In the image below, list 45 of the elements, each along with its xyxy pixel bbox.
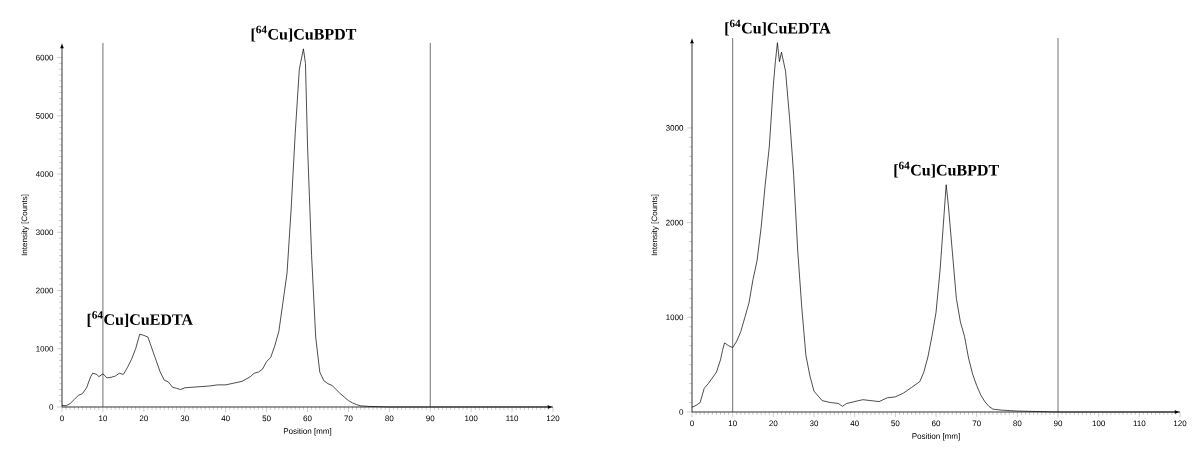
x-tick-label: 20 [139,415,148,422]
y-tick-label: 1000 [666,314,684,321]
x-axis-title: Position [mm] [912,433,960,441]
y-tick-label: 3000 [665,125,684,131]
x-tick-label: 110 [506,415,519,422]
x-tick-label: 90 [1053,420,1063,427]
x-tick-label: 0 [690,420,694,427]
y-tick-label: 4000 [35,171,54,177]
x-tick-label: 20 [769,420,778,427]
x-tick-label: 80 [1013,420,1022,427]
x-axis-title: Position [mm] [283,428,332,436]
x-tick-label: 10 [99,415,108,422]
x-tick-label: 100 [1092,420,1106,427]
x-tick-label: 70 [972,420,981,427]
y-tick-label: 6000 [36,54,54,61]
x-tick-label: 70 [344,415,353,422]
x-tick-label: 100 [465,415,478,422]
x-tick-label: 30 [809,420,819,427]
y-tick-label: 3000 [35,229,54,236]
x-tick-label: 50 [262,415,271,422]
annotation: [$^{64}$Cu]CuEDTA [725,19,831,36]
x-tick-label: 50 [891,420,900,427]
x-tick-label: 120 [1173,420,1187,427]
x-tick-label: 60 [303,415,312,422]
y-axis-title: Intensity [Counts] [651,194,659,256]
annotation: [$^{64}$Cu]CuBPDT [251,25,357,42]
y-axis-title: Intensity [Counts] [21,194,29,256]
x-tick-label: 120 [546,415,560,422]
x-tick-label: 30 [180,415,189,422]
y-tick-label: 2000 [36,287,54,294]
x-tick-label: 80 [385,415,394,422]
x-tick-label: 40 [850,420,859,427]
x-tick-label: 40 [221,415,230,422]
x-tick-label: 60 [931,420,941,427]
x-tick-label: 10 [728,420,737,427]
annotation: [$^{64}$Cu]CuBPDT [894,161,999,178]
x-tick-label: 0 [60,415,64,422]
y-tick-label: 1000 [36,345,54,352]
y-tick-label: 0 [49,404,54,410]
y-tick-label: 5000 [35,112,54,119]
annotation: [$^{64}$Cu]CuEDTA [87,311,193,327]
y-tick-label: 2000 [666,219,684,226]
y-tick-label: 0 [679,409,684,415]
x-tick-label: 110 [1133,420,1146,427]
x-tick-label: 90 [426,415,435,422]
